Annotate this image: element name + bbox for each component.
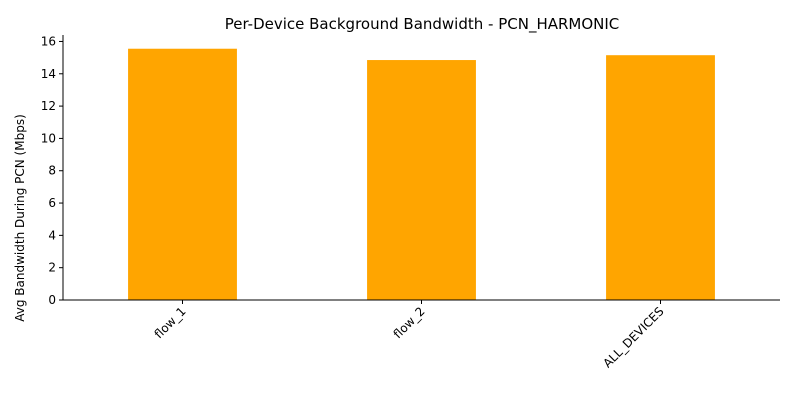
chart-title: Per-Device Background Bandwidth - PCN_HA… [225,15,620,34]
y-tick-label: 14 [41,67,56,81]
bars-layer [128,48,715,301]
x-tick-label: ALL_DEVICES [600,304,666,370]
x-tick-label: flow_2 [391,304,428,341]
y-tick-label: 6 [48,196,56,210]
y-tick-label: 16 [41,34,56,48]
y-tick-label: 0 [48,293,56,307]
y-tick-label: 12 [41,99,56,113]
bar-all-devices [606,55,715,301]
y-axis-label: Avg Bandwidth During PCN (Mbps) [13,114,27,322]
x-tick-label: flow_1 [152,304,189,341]
bar-flow-2 [367,60,476,300]
y-tick-label: 10 [41,131,56,145]
y-tick-label: 2 [48,261,56,275]
bar-flow-1 [128,48,237,301]
y-tick-label: 8 [48,164,56,178]
x-ticks-layer: flow_1 flow_2 ALL_DEVICES [152,300,667,371]
y-ticks-layer: 0 2 4 6 8 10 12 14 16 [41,34,63,307]
y-tick-label: 4 [48,228,56,242]
